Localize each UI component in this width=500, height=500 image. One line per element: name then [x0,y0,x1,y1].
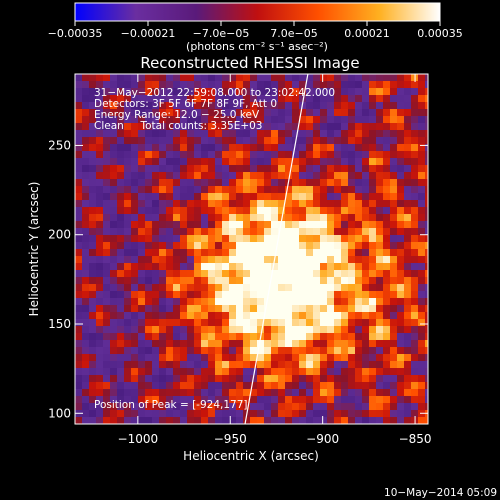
x-tick-label: −1000 [118,432,159,446]
colorbar-ticks: −0.00035 −0.00021 −7.0e−05 7.0e−05 0.00021 0.… [48,21,463,40]
x-axis-label: Heliocentric X (arcsec) [183,449,319,463]
chart-title: Reconstructed RHESSI Image [140,54,359,72]
x-tick-label: −900 [306,432,339,446]
y-tick-label: 100 [48,406,71,420]
annotation-time: 31−May−2012 22:59:08.000 to 23:02:42.000 [94,87,335,99]
footer-timestamp: 10−May−2014 05:09 [384,487,497,499]
annotation-clean: Clean Total counts: 3.35E+03 [94,120,263,132]
annotation-detectors: Detectors: 3F 5F 6F 7F 8F 9F, Att 0 [94,98,277,110]
y-tick-label: 200 [48,228,71,242]
colorbar-tick-label: −0.00021 [121,27,176,40]
x-tick-label: −950 [214,432,247,446]
colorbar-tick-label: 0.00035 [417,27,463,40]
heatmap-cells [75,74,428,424]
colorbar-tick-label: −0.00035 [48,27,103,40]
peak-position-text: Position of Peak = [-924,177] [94,399,248,411]
colorbar [74,2,441,22]
y-tick-label: 250 [48,138,71,152]
heatmap-plot [75,74,428,424]
colorbar-tick-label: −7.0e−05 [193,27,250,40]
solar-limb-line [244,74,309,424]
y-axis-label: Heliocentric Y (arcsec) [27,182,41,317]
colorbar-units: (photons cm⁻² s⁻¹ asec⁻²) [186,40,328,53]
y-axis-ticks: 100 150 200 250 [48,138,428,420]
x-axis-ticks: −1000 −950 −900 −850 [118,74,432,446]
y-tick-label: 150 [48,317,71,331]
colorbar-tick-label: 7.0e−05 [270,27,317,40]
annotation-energy: Energy Range: 12.0 − 25.0 keV [94,109,260,121]
colorbar-tick-label: 0.00021 [344,27,390,40]
x-tick-label: −850 [399,432,432,446]
plot-frame [74,73,429,425]
